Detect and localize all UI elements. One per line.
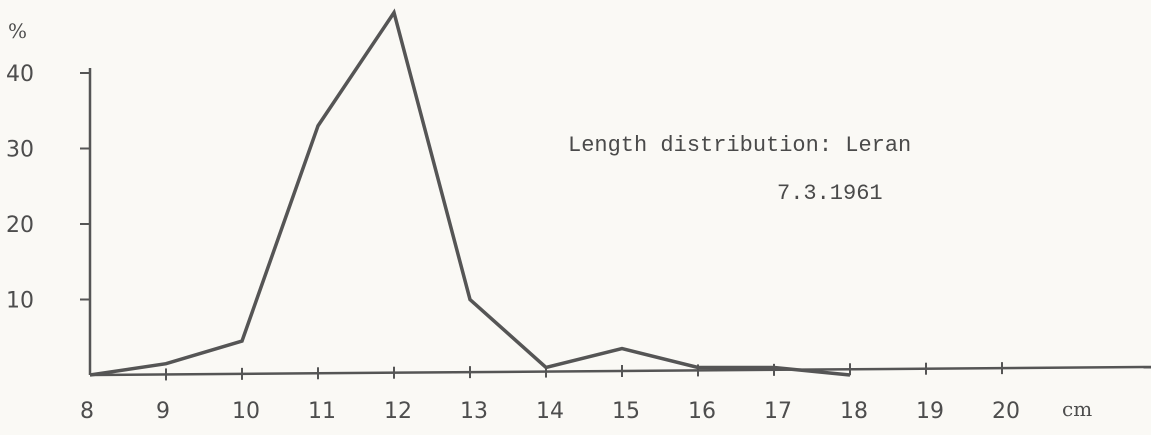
- x-tick-label-9: 9: [156, 399, 170, 424]
- axes: [88, 68, 1151, 377]
- y-unit-label: %: [8, 19, 27, 43]
- x-tick-label-18: 18: [840, 399, 868, 424]
- x-tick-label-17: 17: [764, 399, 792, 424]
- y-tick-label-20: 20: [6, 213, 34, 238]
- x-tick-label-16: 16: [688, 399, 716, 424]
- ticks: [80, 72, 1003, 381]
- x-axis: [89, 365, 1151, 377]
- y-tick-label-10: 10: [6, 289, 34, 314]
- x-tick-label-19: 19: [916, 399, 944, 424]
- x-tick-label-14: 14: [536, 399, 564, 424]
- tick-labels: 8 9 10 11 12 13 14 15 16 17 18 19 20 10 20 30 40: [6, 62, 1020, 424]
- x-tick-label-8: 8: [80, 399, 94, 424]
- x-unit-label: cm: [1062, 397, 1092, 421]
- series-layer: [89, 8, 851, 377]
- x-tick-label-11: 11: [308, 399, 336, 424]
- x-tick-label-12: 12: [384, 399, 412, 424]
- chart-title: Length distribution: Leran: [568, 133, 911, 158]
- x-tick-label-13: 13: [460, 399, 488, 424]
- y-tick-label-30: 30: [6, 138, 34, 163]
- y-tick-label-40: 40: [6, 62, 34, 87]
- x-tick-label-20: 20: [992, 399, 1020, 424]
- x-tick-label-15: 15: [612, 399, 640, 424]
- chart-subtitle: 7.3.1961: [777, 181, 883, 206]
- x-tick-label-10: 10: [232, 399, 260, 424]
- series-line-1: [89, 8, 851, 377]
